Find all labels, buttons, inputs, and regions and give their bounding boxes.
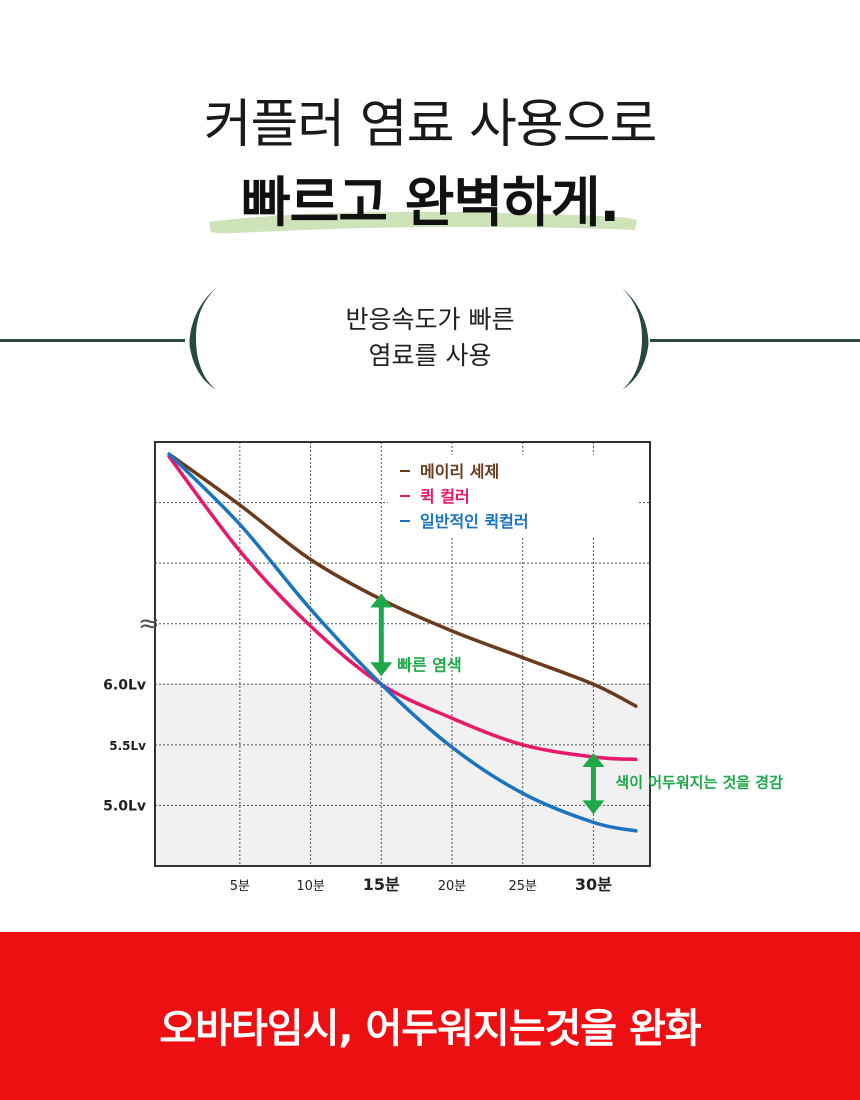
legend-label: 메이리 세제	[420, 462, 499, 481]
arrow-head-down	[370, 662, 393, 677]
legend-label: 퀵 컬러	[420, 487, 470, 506]
arrow-head-up	[582, 752, 605, 767]
series-line-3	[167, 452, 638, 833]
annotation-arrow-darkening	[582, 752, 605, 815]
x-tick-label: 20분	[438, 879, 467, 894]
plot-border	[154, 441, 651, 867]
y-tick-label: 6.0Lv	[103, 677, 146, 693]
divider-line-right	[650, 339, 860, 342]
right-parenthesis-icon	[622, 288, 649, 390]
y-tick-label: 5.5Lv	[109, 739, 146, 753]
annotation-label-fast-dye: 빠른 염색	[397, 655, 461, 674]
headline-highlight-stroke	[209, 211, 637, 234]
x-tick-label: 5분	[230, 879, 250, 894]
axis-break-symbol: ≈	[138, 609, 160, 639]
x-tick-label: 25분	[508, 879, 537, 894]
y-tick-label: 5.0Lv	[103, 798, 146, 814]
series-line-2	[167, 454, 638, 762]
annotation-arrow-fast-dye	[370, 593, 393, 677]
legend-label: 일반적인 퀵컬러	[420, 512, 529, 531]
bracket-caption: 반응속도가 빠른 염료를 사용	[230, 302, 630, 374]
arrow-head-down	[582, 800, 605, 815]
footer-banner	[0, 932, 860, 1100]
left-parenthesis-icon	[189, 288, 216, 390]
annotation-label-darkening: 색이 어두워지는 것을 경감	[615, 774, 783, 792]
bracket-caption-line2: 염료를 사용	[368, 341, 492, 370]
legend-box	[388, 455, 638, 537]
x-tick-label: 15분	[363, 875, 400, 894]
shaded-level-band	[155, 684, 650, 866]
x-tick-label: 10분	[296, 879, 325, 894]
series-line-1	[167, 452, 638, 708]
bracket-caption-line1: 반응속도가 빠른	[345, 305, 515, 334]
footer-text: 오바타임시, 어두워지는것을 완화	[159, 1006, 701, 1052]
headline-line1: 커플러 염료 사용으로	[203, 95, 658, 155]
headline-line2: 빠르고 완벽하게.	[240, 171, 620, 234]
x-tick-label: 30분	[575, 875, 612, 894]
divider-line-left	[0, 339, 185, 342]
arrow-head-up	[370, 593, 393, 608]
